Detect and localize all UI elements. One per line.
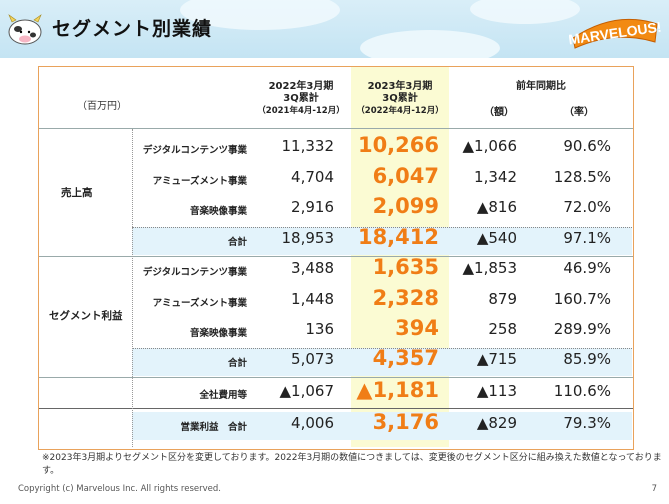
- rate-value: 79.3%: [563, 414, 611, 432]
- rate-value: 97.1%: [563, 229, 611, 247]
- cur-value: 1,635: [372, 255, 439, 279]
- rate-value: 110.6%: [553, 382, 611, 400]
- row-label: 音楽映像事業: [189, 328, 247, 339]
- copyright: Copyright (c) Marvelous Inc. All rights …: [18, 484, 221, 494]
- rate-header: （率）: [564, 107, 594, 118]
- rate-value: 85.9%: [563, 350, 611, 368]
- marvelous-logo: MARVELOUS!: [569, 19, 661, 49]
- cloud-decoration: [360, 30, 500, 58]
- row-divider: [132, 348, 632, 349]
- diff-value: 1,342: [474, 168, 517, 186]
- diff-value: ▲1,066: [462, 137, 517, 155]
- rate-value: 46.9%: [563, 259, 611, 277]
- row-label: 営業利益 合計: [180, 422, 247, 433]
- prev-value: 3,488: [291, 259, 334, 277]
- current-period-highlight: [351, 67, 449, 447]
- row-label: アミューズメント事業: [152, 176, 247, 187]
- prev-value: 5,073: [291, 350, 334, 368]
- prev-value: 4,704: [291, 168, 334, 186]
- cur-value: 10,266: [357, 133, 439, 157]
- cur-value: 394: [395, 316, 439, 340]
- sales-total-band: [132, 227, 632, 255]
- cur-value: 4,357: [372, 346, 439, 370]
- prev-value: 18,953: [281, 229, 335, 247]
- diff-header: （額）: [484, 107, 514, 118]
- footnote: ※2023年3月期よりセグメント区分を変更しております。2022年3月期の数値に…: [42, 453, 662, 476]
- rate-value: 160.7%: [553, 290, 611, 308]
- diff-value: 879: [488, 290, 517, 308]
- rate-value: 289.9%: [553, 320, 611, 338]
- diff-value: ▲113: [476, 382, 517, 400]
- prev-value: 11,332: [281, 137, 335, 155]
- prev-value: 1,448: [291, 290, 334, 308]
- cur-value: 18,412: [357, 225, 439, 249]
- diff-value: ▲540: [476, 229, 517, 247]
- diff-value: 258: [488, 320, 517, 338]
- diff-value: ▲1,853: [462, 259, 517, 277]
- prev-period-header: 2022年3月期 3Q累計 （2021年4月-12月）: [257, 81, 345, 116]
- mascot-icon: [8, 14, 42, 45]
- row-label: 合計: [227, 237, 247, 248]
- rate-value: 72.0%: [563, 198, 611, 216]
- slide-header: セグメント別業績 MARVELOUS!: [0, 0, 669, 58]
- prev-value: ▲1,067: [279, 382, 334, 400]
- row-label: 音楽映像事業: [189, 206, 247, 217]
- group-divider: [39, 377, 633, 378]
- cur-value: 6,047: [372, 164, 439, 188]
- column-divider: [132, 129, 133, 447]
- profit-total-band: [132, 348, 632, 376]
- group-label-profit: セグメント利益: [49, 310, 123, 322]
- row-label: デジタルコンテンツ事業: [142, 145, 247, 156]
- row-label: アミューズメント事業: [152, 298, 247, 309]
- cur-value: 3,176: [372, 410, 439, 434]
- segment-results-table: （百万円） 2022年3月期 3Q累計 （2021年4月-12月） 2023年3月期…: [38, 66, 634, 450]
- header-divider: [39, 128, 633, 129]
- rate-value: 90.6%: [563, 137, 611, 155]
- diff-value: ▲829: [476, 414, 517, 432]
- cur-value: 2,099: [372, 194, 439, 218]
- page-number: 7: [651, 484, 657, 494]
- prev-value: 136: [305, 320, 334, 338]
- total-divider: [39, 408, 633, 409]
- group-label-sales: 売上高: [61, 187, 93, 199]
- prev-value: 4,006: [291, 414, 334, 432]
- prev-value: 2,916: [291, 198, 334, 216]
- group-divider: [39, 256, 633, 257]
- cur-value: 2,328: [372, 286, 439, 310]
- row-label: 全社費用等: [199, 390, 247, 401]
- cur-value: ▲1,181: [356, 378, 439, 402]
- rate-value: 128.5%: [553, 168, 611, 186]
- cur-period-header: 2023年3月期 3Q累計 （2022年4月-12月）: [356, 81, 444, 116]
- page-title: セグメント別業績: [52, 18, 213, 40]
- cloud-decoration: [470, 0, 580, 24]
- operating-total-band: [132, 412, 632, 440]
- diff-value: ▲816: [476, 198, 517, 216]
- row-divider: [132, 227, 632, 228]
- yoy-header: 前年同期比: [516, 81, 566, 92]
- unit-label: （百万円）: [77, 101, 127, 112]
- row-label: 合計: [227, 358, 247, 369]
- diff-value: ▲715: [476, 350, 517, 368]
- row-label: デジタルコンテンツ事業: [142, 267, 247, 278]
